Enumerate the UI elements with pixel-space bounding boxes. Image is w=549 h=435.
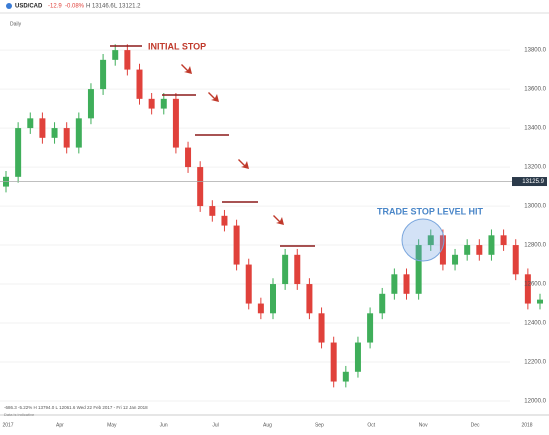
candle-body (500, 235, 507, 246)
candle-body (342, 371, 349, 382)
change: -12.9 (48, 4, 62, 10)
stop-hit-circle (401, 218, 445, 262)
y-tick-label: 12200.0 (524, 360, 546, 366)
arrow (238, 159, 249, 169)
y-tick-label: 12600.0 (524, 282, 546, 288)
candle-body (452, 254, 459, 265)
y-tick-label: 13200.0 (524, 165, 546, 171)
x-tick-label: Jul (212, 422, 218, 428)
candle-body (367, 313, 374, 343)
change-pct: -0.08% (65, 4, 85, 10)
candle-body (282, 254, 289, 285)
candle-body (476, 245, 483, 255)
candle-body (112, 50, 119, 60)
candle-body (197, 167, 204, 207)
annotation: TRADE STOP LEVEL HIT (377, 206, 484, 216)
candle-body (427, 235, 434, 246)
candle-body (100, 59, 107, 90)
stop-lines (110, 45, 315, 247)
candle-body (209, 206, 216, 216)
candle-body (537, 299, 543, 304)
y-tick-label: 12400.0 (524, 321, 546, 327)
candle-body (221, 215, 228, 226)
x-tick-label: 2018 (521, 422, 532, 428)
candle-body (87, 89, 94, 119)
candle-body (185, 147, 192, 168)
candle-body (15, 128, 22, 177)
candle-body (63, 128, 70, 148)
y-tick-label: 12800.0 (524, 243, 546, 249)
candle-body (354, 342, 361, 372)
symbol-icon (6, 3, 12, 9)
footer: -686.3 -5.22% H 13794.0 L 12061.6 Wed 22… (4, 405, 148, 410)
candle-body (257, 303, 264, 314)
candle-body (136, 69, 143, 99)
candle-body (391, 274, 398, 294)
interval: Daily (10, 21, 22, 27)
x-tick-label: May (107, 422, 117, 428)
arrows (181, 64, 284, 225)
footer-note: Data is indicative (4, 412, 35, 417)
candles (0, 44, 543, 402)
candle-body (39, 118, 46, 138)
candle-body (439, 235, 446, 265)
candle-body (270, 284, 276, 314)
high-text: H 13146.6 (86, 4, 114, 10)
x-tick-label: Oct (367, 422, 375, 428)
x-tick-label: Jun (160, 422, 168, 428)
x-tick-label: 2017 (2, 422, 13, 428)
y-tick-label: 13000.0 (524, 204, 546, 210)
candle-body (379, 293, 386, 314)
candle-body (27, 118, 34, 129)
candle-body (403, 274, 410, 294)
candle-body (512, 245, 519, 275)
x-tick-label: Apr (56, 422, 64, 428)
candle-body (415, 245, 422, 294)
x-tick-label: Nov (419, 422, 428, 428)
y-tick-label: 13400.0 (524, 126, 546, 132)
y-tick-label: 13800.0 (524, 48, 546, 54)
candle-body (233, 225, 240, 265)
candle-body (524, 274, 531, 304)
candle-body (318, 313, 325, 343)
x-tick-label: Sep (315, 422, 324, 428)
candle-body (160, 98, 167, 109)
y-tick-label: 12000.0 (524, 399, 546, 405)
candle-body (51, 128, 58, 138)
candle-body (294, 254, 301, 285)
low-text: L 13121.2 (114, 4, 141, 10)
symbol: USD/CAD (15, 4, 43, 10)
candle-body (488, 235, 495, 255)
x-tick-label: Aug (263, 422, 272, 428)
arrow (208, 92, 219, 102)
candle-body (124, 50, 131, 70)
candle-body (464, 245, 471, 255)
candle-body (75, 118, 82, 148)
candle-body (330, 342, 337, 382)
arrow (273, 215, 284, 225)
candle-body (245, 264, 252, 304)
last-price-label: 13125.9 (522, 179, 544, 185)
arrow (181, 64, 192, 74)
candle-body (148, 98, 155, 109)
last-price-box (512, 177, 547, 187)
y-tick-label: 13600.0 (524, 87, 546, 93)
candle-body (306, 284, 313, 314)
candle-body (172, 98, 179, 148)
annotation: INITIAL STOP (148, 41, 206, 51)
x-tick-label: Dec (471, 422, 480, 428)
